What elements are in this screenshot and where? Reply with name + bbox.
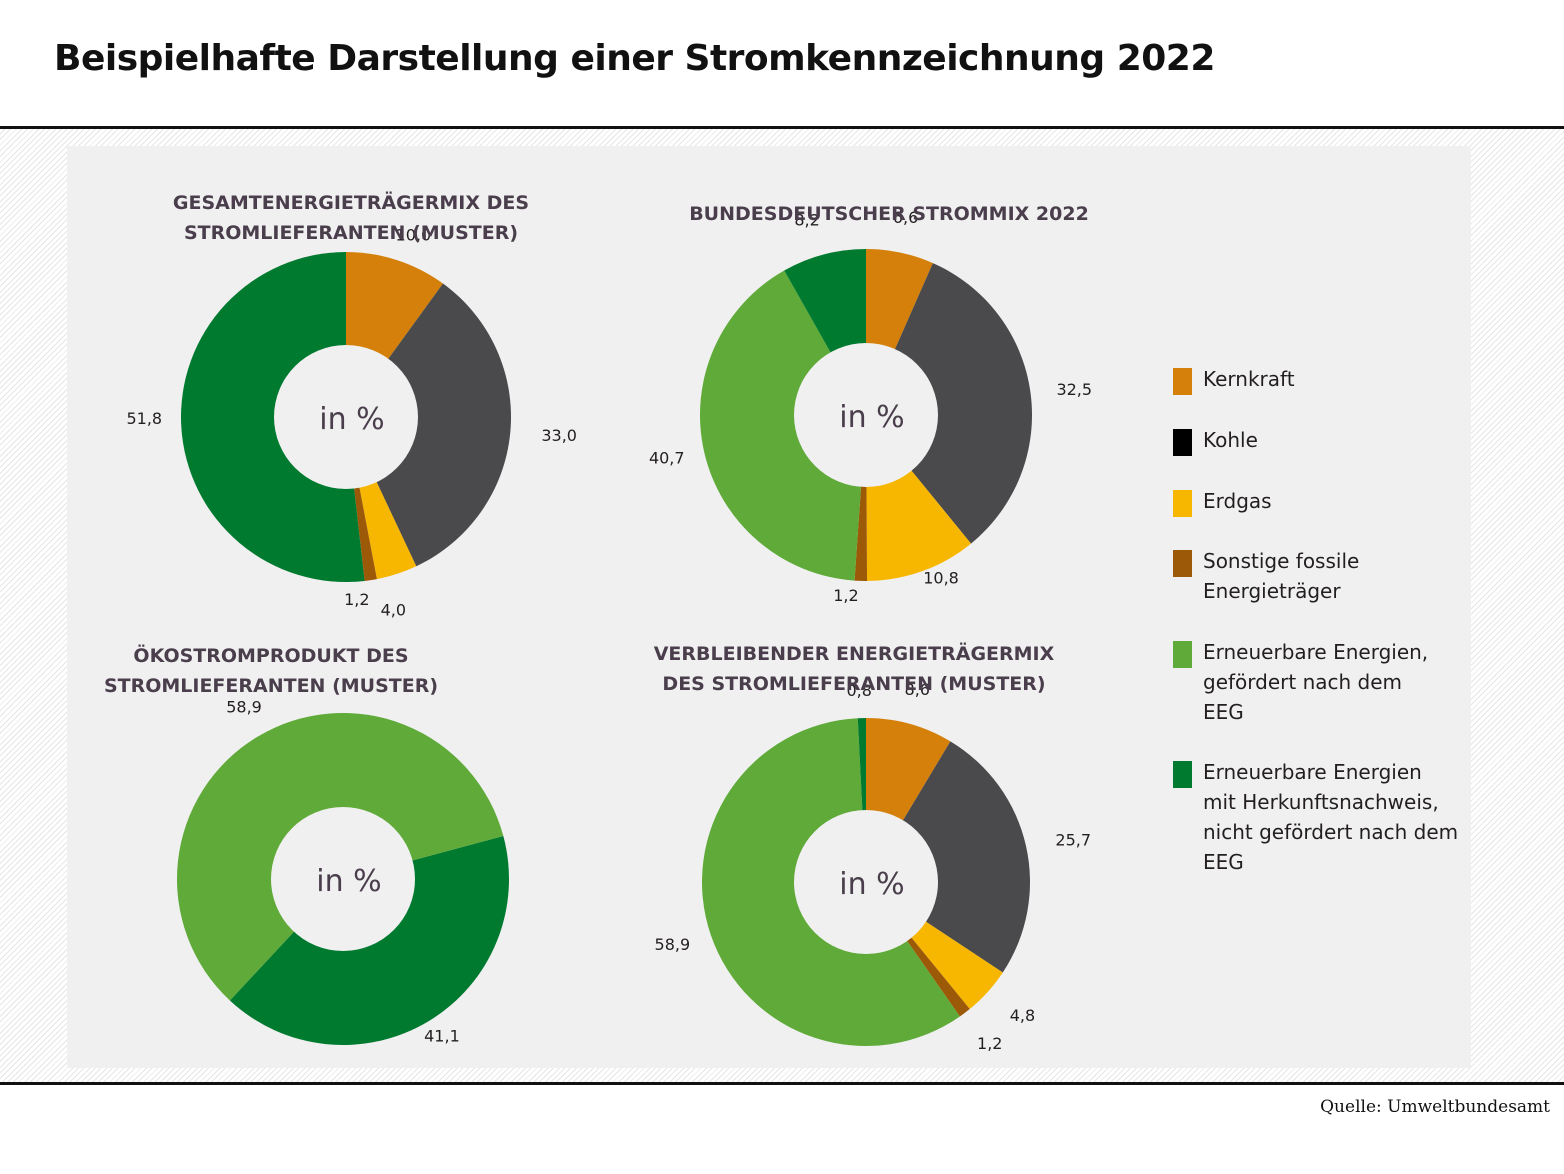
data-label-2-4: 1,2 bbox=[833, 586, 858, 605]
center-label-1: in % bbox=[319, 402, 384, 437]
data-label-4-4: 1,2 bbox=[977, 1034, 1002, 1053]
chart-title-3: ÖKOSTROMPRODUKT DES STROMLIEFERANTEN (MU… bbox=[103, 645, 439, 697]
donut-hole-1 bbox=[274, 345, 418, 489]
top-divider bbox=[0, 126, 1564, 129]
chart-title-2: BUNDESDEUTSCHER STROMMIX 2022 bbox=[689, 203, 1089, 225]
center-label-4: in % bbox=[839, 867, 904, 902]
chart-title-4: VERBLEIBENDER ENERGIETRÄGERMIX DES STROM… bbox=[653, 643, 1055, 695]
legend-label: Erneuerbare Energien mit Herkunftsnachwe… bbox=[1203, 760, 1459, 874]
center-label-3: in % bbox=[316, 864, 381, 899]
donut-hole-4 bbox=[794, 810, 938, 954]
data-label-1-1: 10,0 bbox=[396, 225, 432, 244]
page-title: Beispielhafte Darstellung einer Stromken… bbox=[54, 38, 1215, 79]
legend-label: Kernkraft bbox=[1203, 367, 1295, 391]
legend-swatch bbox=[1173, 761, 1192, 788]
data-label-1-4: 1,2 bbox=[344, 590, 369, 609]
donut-hole-3 bbox=[271, 807, 415, 951]
data-label-2-5: 40,7 bbox=[649, 448, 685, 467]
chart-title-1: GESAMTENERGIETRÄGERMIX DES STROMLIEFERAN… bbox=[172, 192, 530, 244]
donut-hole-2 bbox=[794, 343, 938, 487]
data-label-4-6: 0,8 bbox=[846, 681, 871, 700]
data-label-1-2: 33,0 bbox=[541, 426, 577, 445]
source-note: Quelle: Umweltbundesamt bbox=[1320, 1097, 1550, 1117]
legend-swatch bbox=[1173, 429, 1192, 456]
slice-1-5 bbox=[180, 252, 365, 583]
data-label-2-3: 10,8 bbox=[923, 569, 959, 588]
center-label-2: in % bbox=[839, 400, 904, 435]
data-label-2-1: 6,6 bbox=[893, 208, 918, 227]
legend-swatch bbox=[1173, 641, 1192, 668]
data-label-2-6: 8,2 bbox=[794, 210, 819, 229]
data-label-2-2: 32,5 bbox=[1056, 380, 1092, 399]
legend-swatch bbox=[1173, 550, 1192, 577]
data-label-4-5: 58,9 bbox=[655, 935, 691, 954]
data-label-3-1: 41,1 bbox=[424, 1027, 460, 1046]
data-label-4-1: 8,6 bbox=[905, 680, 930, 699]
data-label-1-3: 4,0 bbox=[381, 601, 406, 620]
data-label-4-3: 4,8 bbox=[1010, 1006, 1035, 1025]
slice-4-2 bbox=[866, 741, 1030, 973]
legend-swatch bbox=[1173, 490, 1192, 517]
legend-label: Kohle bbox=[1203, 428, 1258, 452]
data-label-1-5: 51,8 bbox=[126, 409, 162, 428]
data-label-4-2: 25,7 bbox=[1055, 831, 1091, 850]
legend-swatch bbox=[1173, 368, 1192, 395]
slice-2-5 bbox=[699, 270, 866, 581]
legend-label: Erneuerbare Energien, gefördert nach dem… bbox=[1203, 640, 1429, 724]
slice-1-2 bbox=[346, 283, 511, 567]
legend-label: Erdgas bbox=[1203, 489, 1272, 513]
data-label-3-2: 58,9 bbox=[226, 697, 262, 716]
slice-2-2 bbox=[866, 263, 1032, 544]
legend-label: Sonstige fossile Energieträger bbox=[1203, 549, 1360, 603]
bottom-divider bbox=[0, 1082, 1564, 1085]
